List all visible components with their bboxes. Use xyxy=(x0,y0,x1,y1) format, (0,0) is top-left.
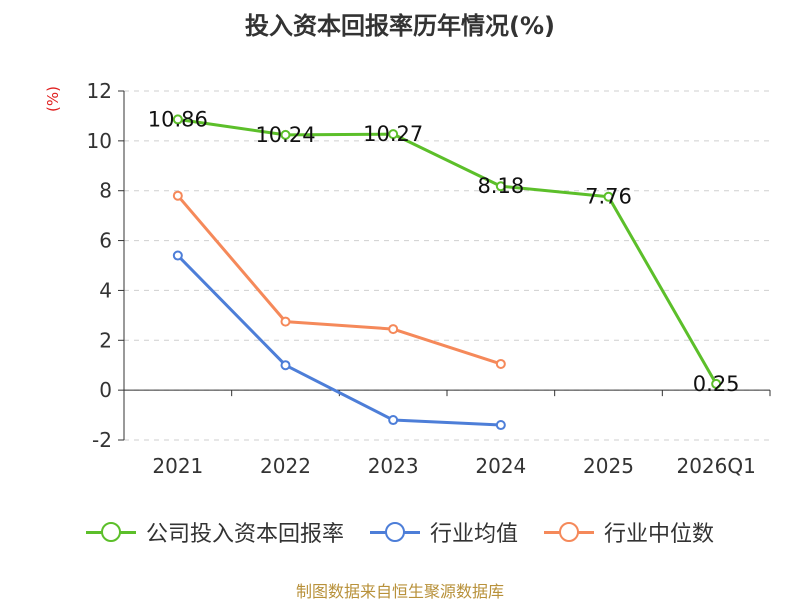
data-point-industry-median xyxy=(280,316,291,327)
x-tick-label: 2022 xyxy=(260,454,311,478)
data-label-company: 0.25 xyxy=(693,372,740,396)
data-point-industry-mean xyxy=(172,250,183,261)
data-point-company xyxy=(711,378,722,389)
data-point-company xyxy=(603,191,614,202)
data-point-industry-median xyxy=(172,190,183,201)
series-line-industry-mean xyxy=(176,254,501,427)
y-tick-label: 6 xyxy=(99,229,112,253)
y-tick-label: 8 xyxy=(99,179,112,203)
legend-swatch-industry-median xyxy=(544,522,594,542)
data-label-company: 10.86 xyxy=(148,107,208,131)
legend: 公司投入资本回报率 行业均值 行业中位数 xyxy=(0,516,800,548)
y-tick-label: 10 xyxy=(87,129,112,153)
legend-swatch-industry-mean xyxy=(369,522,420,542)
data-point-industry-mean xyxy=(495,420,506,431)
y-tick-label: 2 xyxy=(99,328,112,352)
legend-label-industry-mean: 行业均值 xyxy=(429,522,518,547)
x-tick-label: 2026Q1 xyxy=(676,454,755,478)
legend-swatch-company xyxy=(85,522,136,542)
y-tick-label: 4 xyxy=(99,278,112,302)
data-point-company xyxy=(280,129,291,140)
data-label-company: 7.76 xyxy=(585,185,632,209)
data-point-company xyxy=(388,129,399,140)
series-line-company xyxy=(177,117,718,385)
data-label-company: 10.24 xyxy=(255,123,315,147)
x-tick-label: 2024 xyxy=(475,454,526,478)
x-tick-label: 2023 xyxy=(368,454,419,478)
data-point-company xyxy=(172,114,183,125)
legend-label-industry-median: 行业中位数 xyxy=(604,522,715,547)
data-label-company: 10.27 xyxy=(363,122,423,146)
data-label-company: 8.18 xyxy=(477,174,524,198)
y-tick-label: 12 xyxy=(87,79,112,103)
y-tick-label: -2 xyxy=(92,428,112,452)
y-tick-label: 0 xyxy=(99,378,112,402)
data-point-industry-mean xyxy=(388,415,399,426)
legend-label-company: 公司投入资本回报率 xyxy=(145,522,344,547)
x-tick-label: 2025 xyxy=(583,454,634,478)
data-point-industry-mean xyxy=(280,360,291,371)
chart-title: 投入资本回报率历年情况(%) xyxy=(245,12,555,40)
data-point-company xyxy=(495,181,506,192)
series-line-industry-median xyxy=(176,194,502,366)
legend-item-industry-median[interactable]: 行业中位数 xyxy=(544,516,714,548)
x-tick-label: 2021 xyxy=(152,454,203,478)
data-point-industry-median xyxy=(388,324,399,335)
data-point-industry-median xyxy=(495,358,506,369)
legend-item-company[interactable]: 公司投入资本回报率 xyxy=(85,516,344,548)
data-source-note: 制图数据来自恒生聚源数据库 xyxy=(295,582,504,601)
legend-item-industry-mean[interactable]: 行业均值 xyxy=(369,516,518,548)
